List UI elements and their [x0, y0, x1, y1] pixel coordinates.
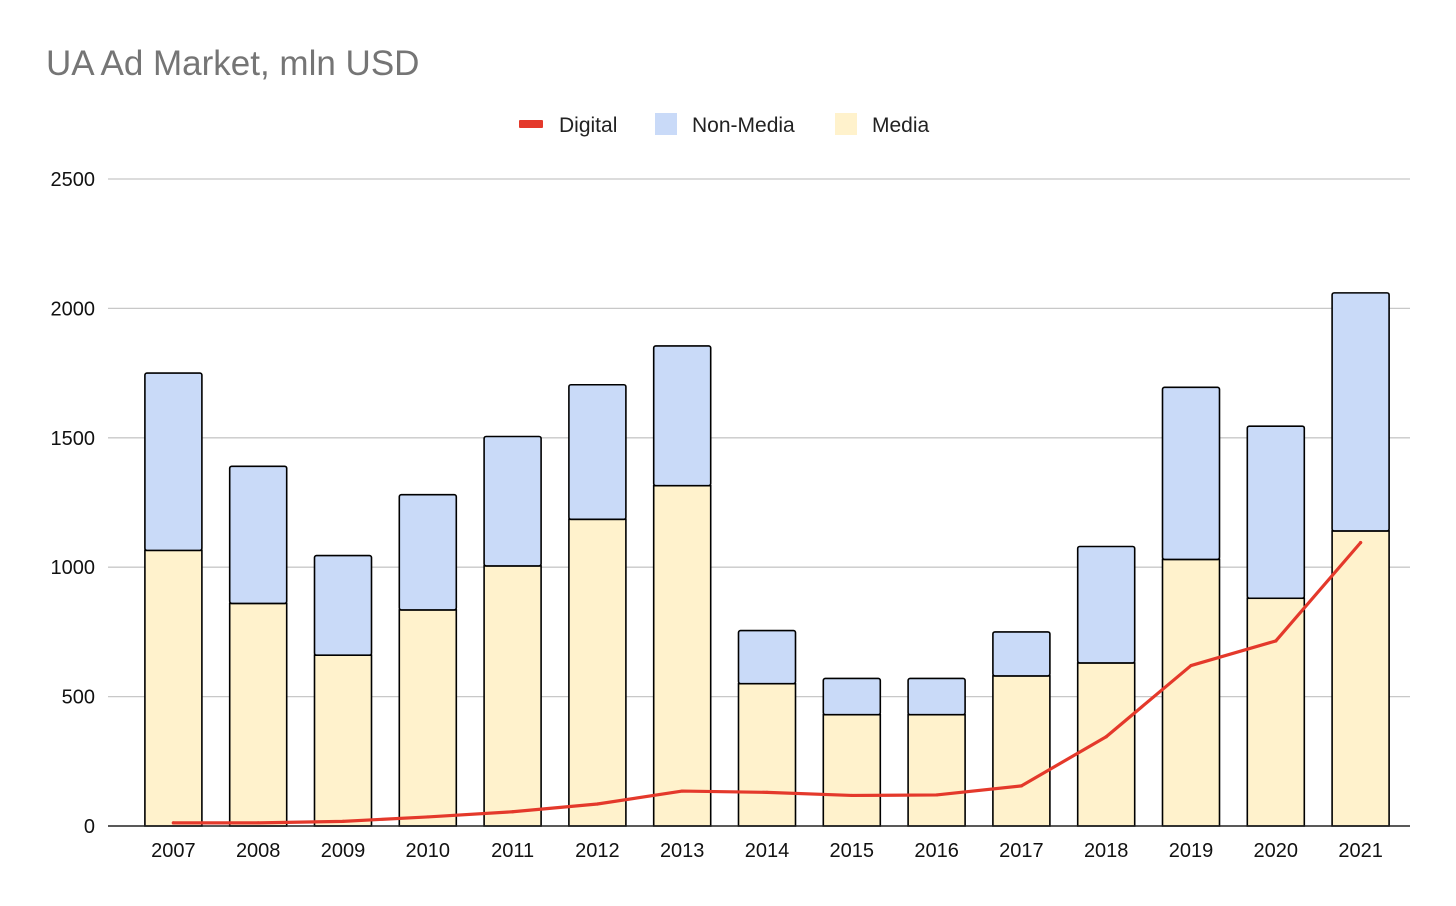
bar-non-media-2009: [313, 554, 373, 656]
x-tick-label-2013: 2013: [660, 840, 705, 862]
legend-label-non-media: Non-Media: [692, 114, 795, 137]
bar-media-2019: [1161, 558, 1221, 827]
bar-media-2020: [1246, 597, 1306, 827]
bar-non-media-2008: [228, 465, 288, 605]
y-tick-label-1500: 1500: [51, 428, 96, 450]
bar-non-media-2019: [1161, 386, 1221, 561]
digital-point-2007: [171, 821, 175, 825]
legend-swatch-digital: [519, 120, 543, 128]
x-tick-label-2010: 2010: [406, 840, 451, 862]
chart-title: UA Ad Market, mln USD: [46, 44, 419, 83]
bar-non-media-2020: [1246, 425, 1306, 600]
bar-media-2013: [652, 484, 712, 827]
x-tick-label-2008: 2008: [236, 840, 281, 862]
bar-non-media-2011: [483, 435, 542, 567]
bar-non-media-2010: [398, 493, 458, 611]
digital-point-2017: [1019, 784, 1024, 788]
digital-point-2014: [765, 790, 769, 794]
x-tick-label-2017: 2017: [999, 840, 1044, 862]
digital-point-2010: [426, 815, 430, 819]
bar-non-media-2012: [568, 383, 627, 521]
bar-media-2018: [1076, 662, 1136, 827]
bar-non-media-2007: [144, 372, 203, 552]
x-tick-label-2021: 2021: [1338, 840, 1383, 862]
bar-media-2011: [483, 565, 542, 827]
bar-non-media-2016: [907, 677, 966, 716]
digital-point-2009: [341, 819, 345, 823]
x-tick-label-2012: 2012: [575, 840, 620, 862]
x-tick-label-2020: 2020: [1254, 840, 1299, 862]
digital-point-2020: [1274, 639, 1278, 643]
x-tick-label-2018: 2018: [1084, 840, 1129, 862]
y-tick-label-2000: 2000: [51, 298, 96, 320]
y-tick-label-2500: 2500: [51, 169, 96, 191]
x-tick-label-2019: 2019: [1169, 840, 1214, 862]
digital-line-layer: [171, 541, 1363, 825]
legend: Digital Non-Media Media: [519, 113, 930, 137]
digital-point-2019: [1189, 663, 1193, 668]
y-tick-label-500: 500: [62, 687, 95, 709]
x-tick-label-2014: 2014: [745, 840, 790, 862]
bar-non-media-2015: [822, 677, 882, 716]
y-tick-label-0: 0: [84, 816, 95, 838]
x-tick-label-2007: 2007: [151, 840, 196, 862]
bar-media-2008: [228, 602, 288, 827]
digital-point-2015: [850, 793, 854, 798]
bar-non-media-2021: [1331, 292, 1390, 532]
y-tick-label-1000: 1000: [51, 557, 96, 579]
bar-media-2021: [1331, 530, 1390, 827]
bar-media-2014: [737, 682, 797, 827]
bar-media-2012: [568, 518, 627, 827]
x-tick-label-2015: 2015: [830, 840, 875, 862]
x-tick-label-2016: 2016: [914, 840, 959, 862]
legend-label-media: Media: [872, 114, 930, 137]
legend-label-digital: Digital: [559, 114, 617, 137]
bar-non-media-2013: [652, 345, 712, 487]
bar-media-2007: [144, 549, 203, 827]
digital-point-2012: [595, 802, 600, 806]
bar-media-2009: [313, 654, 373, 827]
bar-non-media-2018: [1076, 545, 1136, 664]
digital-point-2008: [256, 821, 260, 825]
digital-point-2013: [680, 789, 684, 793]
legend-swatch-non-media: [655, 113, 677, 135]
x-tick-label-2011: 2011: [491, 840, 534, 862]
bar-media-2010: [398, 609, 458, 827]
bars-layer: [144, 292, 1390, 827]
bar-media-2016: [907, 713, 966, 827]
digital-point-2016: [935, 793, 939, 797]
x-tick-label-2009: 2009: [321, 840, 366, 862]
bar-non-media-2014: [737, 629, 797, 685]
digital-point-2021: [1359, 541, 1363, 545]
bar-non-media-2017: [992, 631, 1051, 677]
legend-swatch-media: [835, 113, 857, 135]
digital-point-2011: [510, 810, 515, 814]
bar-media-2015: [822, 713, 882, 827]
bar-media-2017: [992, 675, 1051, 827]
digital-point-2018: [1104, 735, 1108, 739]
x-axis-tick-labels: 2007 2008 2009 2010 2011 2012 2013 2014 2015 2016…: [151, 840, 1383, 862]
